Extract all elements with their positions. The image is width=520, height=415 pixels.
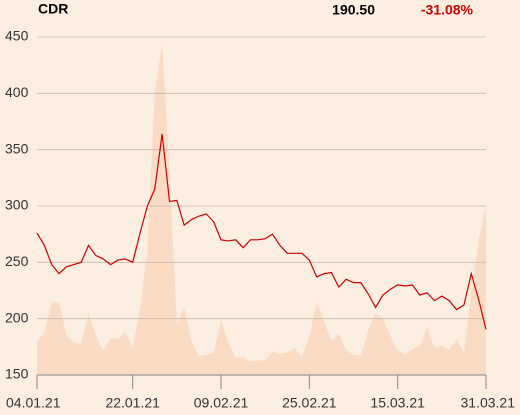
price-line: [36, 133, 487, 330]
x-tick-label: 15.03.21: [370, 395, 425, 411]
y-tick-label: 350: [5, 140, 29, 156]
x-tick-label: 22.01.21: [105, 395, 160, 411]
y-tick-label: 300: [5, 197, 29, 213]
y-tick-label: 400: [5, 84, 29, 100]
price: 190.50: [332, 2, 375, 18]
symbol: CDR: [38, 1, 68, 17]
x-tick-label: 25.02.21: [282, 395, 337, 411]
y-tick-label: 250: [5, 253, 29, 269]
x-tick-label: 31.03.21: [461, 395, 516, 411]
x-tick-label: 09.02.21: [194, 395, 249, 411]
y-tick-label: 150: [5, 366, 29, 382]
change: -31.08%: [421, 2, 474, 18]
volume-area: [37, 42, 486, 376]
x-tick-label: 04.01.21: [6, 395, 61, 411]
y-tick-label: 200: [5, 309, 29, 325]
y-tick-label: 450: [5, 28, 29, 44]
